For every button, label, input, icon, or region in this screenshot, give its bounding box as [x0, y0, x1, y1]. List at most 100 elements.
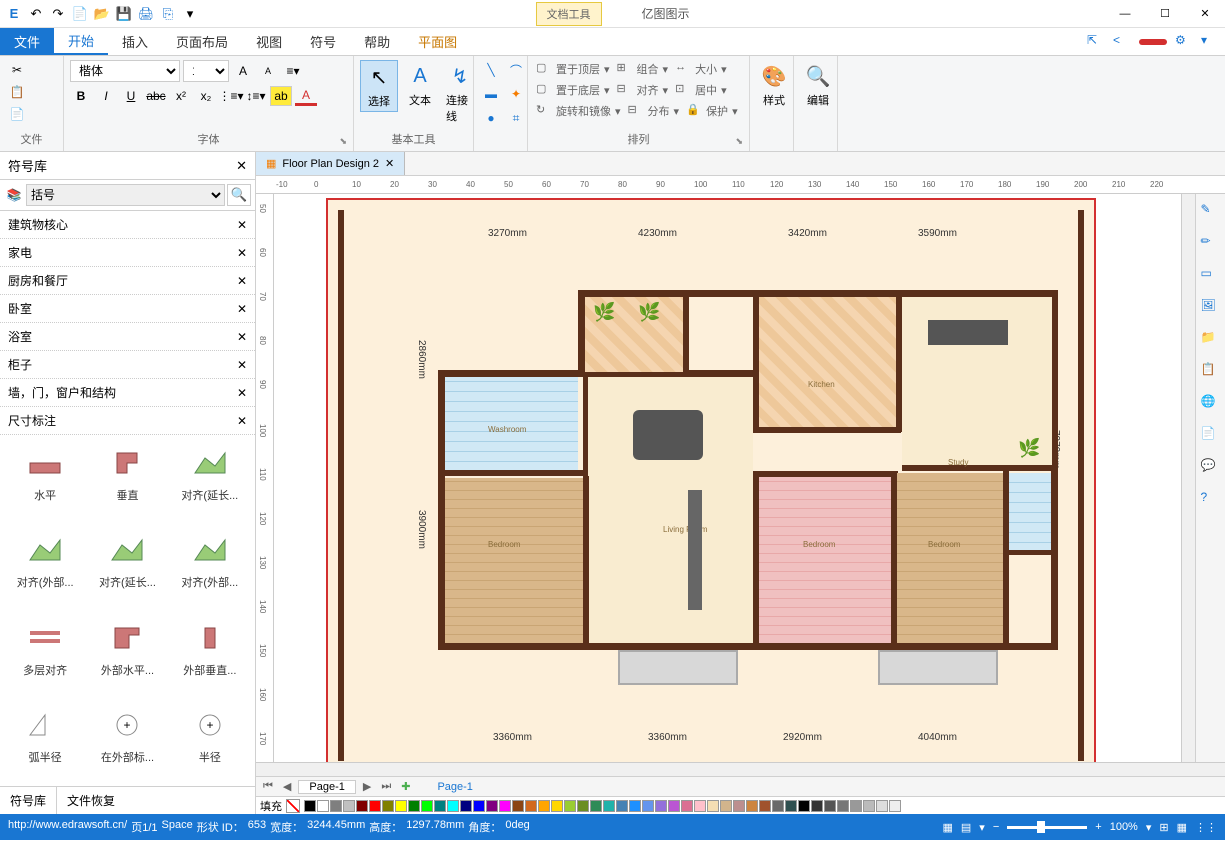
send-back[interactable]: ▢置于底层▾: [534, 81, 612, 99]
text-tool[interactable]: A文本: [402, 60, 438, 110]
color-swatch[interactable]: [304, 800, 316, 812]
shape-item[interactable]: 垂直: [88, 441, 166, 518]
qat-e[interactable]: E: [6, 6, 22, 22]
protect-btn[interactable]: 🔒保护▾: [684, 102, 740, 120]
select-tool[interactable]: ↖选择: [360, 60, 398, 112]
qat-print[interactable]: 🖨: [138, 6, 154, 22]
color-swatch[interactable]: [837, 800, 849, 812]
align-dropdown[interactable]: ≡▾: [282, 61, 304, 81]
status-snap-icon[interactable]: ⋮⋮: [1195, 821, 1217, 834]
connector-tool[interactable]: ↯连接线: [442, 60, 478, 126]
sidebar-category[interactable]: 墙，门，窗户和结构✕: [0, 379, 255, 407]
paste-icon[interactable]: 📄: [6, 104, 28, 124]
sidebar-tab-recover[interactable]: 文件恢复: [57, 787, 125, 814]
sidebar-category[interactable]: 柜子✕: [0, 351, 255, 379]
share-icon[interactable]: <: [1113, 33, 1131, 51]
underline-button[interactable]: U: [120, 86, 142, 106]
color-swatch[interactable]: [785, 800, 797, 812]
color-swatch[interactable]: [681, 800, 693, 812]
bullets-button[interactable]: ⋮≡▾: [220, 86, 242, 106]
right-tool-icon[interactable]: 🖼: [1201, 298, 1221, 318]
color-swatch[interactable]: [382, 800, 394, 812]
distribute-btn[interactable]: ⊟分布▾: [626, 102, 682, 120]
scrollbar-v[interactable]: [1181, 194, 1195, 762]
settings-icon[interactable]: ⚙: [1175, 33, 1193, 51]
view-mode-1[interactable]: ▦: [942, 821, 952, 834]
color-swatch[interactable]: [395, 800, 407, 812]
color-swatch[interactable]: [343, 800, 355, 812]
font-name-select[interactable]: 楷体: [70, 60, 180, 82]
copy-icon[interactable]: 📋: [6, 82, 28, 102]
sidebar-category[interactable]: 建筑物核心✕: [0, 211, 255, 239]
zoom-fit[interactable]: ▾: [1146, 821, 1152, 834]
right-tool-icon[interactable]: ✏: [1201, 234, 1221, 254]
color-swatch[interactable]: [707, 800, 719, 812]
color-swatch[interactable]: [772, 800, 784, 812]
status-ruler-icon[interactable]: ▦: [1177, 821, 1187, 834]
shape-item[interactable]: 水平: [6, 441, 84, 518]
font-shrink[interactable]: A: [257, 61, 279, 81]
color-swatch[interactable]: [447, 800, 459, 812]
cut-icon[interactable]: ✂: [6, 60, 28, 80]
page-tab-1[interactable]: Page-1: [298, 780, 355, 794]
right-tool-icon[interactable]: ?: [1201, 490, 1221, 510]
shape-item[interactable]: 外部水平...: [88, 616, 166, 693]
bold-button[interactable]: B: [70, 86, 92, 106]
tab-layout[interactable]: 页面布局: [162, 28, 242, 55]
qat-export[interactable]: ⎘: [160, 6, 176, 22]
spacing-button[interactable]: ↕≡▾: [245, 86, 267, 106]
sidebar-tab-lib[interactable]: 符号库: [0, 787, 57, 814]
color-swatch[interactable]: [317, 800, 329, 812]
canvas[interactable]: 3270mm 4230mm 3420mm 3590mm 3360mm 3360m…: [274, 194, 1181, 762]
color-swatch[interactable]: [733, 800, 745, 812]
zoom-slider[interactable]: [1007, 826, 1087, 829]
ellipse-tool[interactable]: ●: [480, 108, 502, 128]
color-swatch[interactable]: [759, 800, 771, 812]
page-prev[interactable]: ◀: [280, 780, 294, 793]
document-tab[interactable]: ▦ Floor Plan Design 2 ✕: [256, 152, 405, 175]
right-tool-icon[interactable]: ▭: [1201, 266, 1221, 286]
right-tool-icon[interactable]: 📄: [1201, 426, 1221, 446]
floorplan-page[interactable]: 3270mm 4230mm 3420mm 3590mm 3360mm 3360m…: [326, 198, 1096, 762]
subscript-button[interactable]: x₂: [195, 86, 217, 106]
shape-item[interactable]: 弧半径: [6, 703, 84, 780]
sidebar-category[interactable]: 家电✕: [0, 239, 255, 267]
arc-tool[interactable]: ⌒: [505, 60, 527, 80]
page-next[interactable]: ▶: [360, 780, 374, 793]
tab-insert[interactable]: 插入: [108, 28, 162, 55]
star-tool[interactable]: ✦: [505, 84, 527, 104]
tab-start[interactable]: 开始: [54, 28, 108, 55]
color-swatch[interactable]: [629, 800, 641, 812]
color-swatch[interactable]: [603, 800, 615, 812]
color-swatch[interactable]: [889, 800, 901, 812]
color-swatch[interactable]: [525, 800, 537, 812]
scrollbar-h[interactable]: [256, 762, 1225, 776]
color-swatch[interactable]: [668, 800, 680, 812]
superscript-button[interactable]: x²: [170, 86, 192, 106]
align-btn[interactable]: ⊟对齐▾: [615, 81, 671, 99]
highlight-button[interactable]: ab: [270, 86, 292, 106]
color-swatch[interactable]: [473, 800, 485, 812]
qat-redo[interactable]: ↷: [50, 6, 66, 22]
color-swatch[interactable]: [876, 800, 888, 812]
group-btn[interactable]: ⊞组合▾: [615, 60, 671, 78]
line-tool[interactable]: ╲: [480, 60, 502, 80]
search-button[interactable]: 🔍: [227, 184, 251, 206]
tab-view[interactable]: 视图: [242, 28, 296, 55]
zoom-out[interactable]: −: [993, 821, 999, 833]
sidebar-category[interactable]: 浴室✕: [0, 323, 255, 351]
view-mode-2[interactable]: ▤: [961, 821, 971, 834]
qat-more[interactable]: ▾: [182, 6, 198, 22]
color-swatch[interactable]: [863, 800, 875, 812]
color-swatch[interactable]: [330, 800, 342, 812]
shape-item[interactable]: 外部垂直...: [171, 616, 249, 693]
color-swatch[interactable]: [850, 800, 862, 812]
rotate-btn[interactable]: ↻旋转和镜像▾: [534, 102, 623, 120]
edit-button[interactable]: 🔍编辑: [800, 60, 836, 110]
sidebar-category[interactable]: 卧室✕: [0, 295, 255, 323]
shape-item[interactable]: 对齐(延长...: [171, 441, 249, 518]
page-add[interactable]: ✚: [398, 780, 413, 793]
window-maximize[interactable]: ☐: [1145, 0, 1185, 28]
qat-undo[interactable]: ↶: [28, 6, 44, 22]
page-first[interactable]: ⏮: [260, 780, 276, 793]
